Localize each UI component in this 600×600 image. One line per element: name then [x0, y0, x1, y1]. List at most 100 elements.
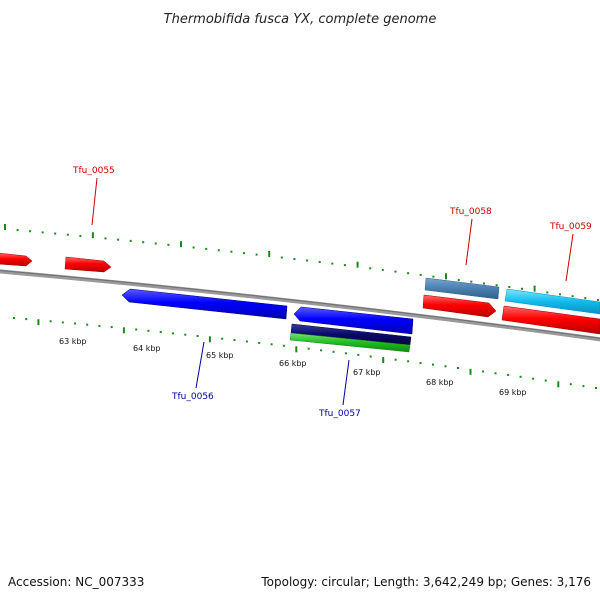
outer-minor-tick — [29, 230, 32, 233]
gene-arrow-tfu-0056[interactable] — [121, 288, 288, 320]
leader-tfu-0057 — [342, 359, 350, 406]
gene-label-tfu-0058[interactable]: Tfu_0058 — [449, 207, 492, 217]
inner-minor-tick — [159, 331, 162, 334]
outer-minor-tick — [571, 295, 574, 298]
gene-label-tfu-0059[interactable]: Tfu_0059 — [549, 222, 592, 232]
outer-minor-tick — [495, 284, 498, 287]
outer-minor-tick — [546, 291, 549, 294]
leader-tfu-0055 — [91, 177, 98, 226]
inner-minor-tick — [74, 322, 76, 325]
inner-minor-tick — [61, 321, 64, 324]
gene-arrow-tfu-0057[interactable] — [293, 306, 414, 335]
inner-major-tick — [295, 346, 298, 353]
tick-label-67: 67 kbp — [353, 368, 381, 377]
inner-minor-tick — [407, 360, 410, 363]
outer-minor-tick — [243, 252, 245, 255]
inner-minor-tick — [307, 347, 310, 350]
tick-label-63: 63 kbp — [59, 337, 87, 346]
outer-major-tick — [356, 261, 359, 268]
outer-minor-tick — [205, 247, 208, 250]
forward-strand-genes — [0, 252, 600, 335]
outer-minor-tick — [432, 275, 435, 278]
inner-minor-tick — [332, 350, 335, 353]
gene-arrow-tfu-0059[interactable] — [501, 305, 600, 335]
outer-minor-tick — [79, 234, 82, 237]
map-title: Thermobifida fusca YX, complete genome — [164, 12, 437, 27]
outer-major-tick — [533, 285, 536, 292]
inner-minor-tick — [25, 318, 28, 321]
outer-minor-tick — [66, 233, 69, 236]
outer-minor-tick — [584, 297, 587, 300]
inner-minor-tick — [147, 329, 150, 332]
outer-minor-tick — [217, 249, 220, 252]
inner-minor-tick — [196, 335, 199, 337]
inner-minor-tick — [532, 377, 535, 380]
outer-minor-tick — [117, 238, 120, 241]
inner-minor-tick — [457, 367, 459, 369]
inner-minor-tick — [110, 326, 113, 329]
inner-minor-tick — [221, 337, 224, 340]
inner-minor-tick — [419, 362, 422, 364]
gene-label-tfu-0056[interactable]: Tfu_0056 — [171, 392, 214, 402]
outer-minor-tick — [41, 231, 44, 234]
gene-label-leaders — [91, 177, 574, 406]
inner-minor-tick — [172, 332, 174, 335]
outer-minor-tick — [230, 250, 233, 253]
genome-summary-text: Topology: circular; Length: 3,642,249 bp… — [260, 575, 591, 589]
outer-minor-tick — [470, 280, 473, 283]
inner-minor-tick — [282, 344, 285, 347]
outer-minor-tick — [559, 293, 561, 296]
inner-minor-tick — [394, 358, 397, 361]
inner-minor-tick — [494, 372, 497, 375]
inner-minor-tick — [544, 379, 547, 382]
gene-block-tfu-0057-green[interactable] — [289, 332, 411, 353]
inner-minor-tick — [357, 353, 360, 356]
accession-text: Accession: NC_007333 — [8, 575, 144, 589]
inner-major-tick — [208, 336, 211, 343]
outer-minor-tick — [521, 287, 523, 290]
leader-tfu-0059 — [565, 233, 574, 282]
inner-minor-tick — [432, 363, 434, 366]
outer-minor-tick — [142, 241, 145, 244]
tick-label-65: 65 kbp — [206, 351, 234, 360]
outer-minor-tick — [154, 242, 157, 245]
inner-minor-tick — [245, 340, 248, 343]
outer-minor-tick — [192, 246, 195, 249]
inner-minor-tick — [369, 355, 372, 358]
tick-label-64: 64 kbp — [133, 344, 161, 353]
gene-label-tfu-0055[interactable]: Tfu_0055 — [72, 166, 115, 176]
inner-major-tick — [382, 357, 385, 364]
inner-minor-tick — [49, 320, 52, 323]
inner-major-tick — [557, 381, 560, 388]
outer-minor-tick — [343, 264, 346, 267]
outer-minor-tick — [318, 261, 321, 263]
outer-minor-tick — [280, 256, 283, 259]
outer-minor-tick — [16, 229, 19, 232]
outer-minor-tick — [394, 270, 397, 273]
outer-tick-ring — [4, 224, 599, 301]
gene-label-tfu-0057[interactable]: Tfu_0057 — [318, 409, 361, 419]
outer-minor-tick — [407, 272, 410, 275]
outer-minor-tick — [255, 253, 258, 256]
inner-minor-tick — [595, 387, 597, 389]
inner-minor-tick — [184, 333, 187, 336]
tick-label-68: 68 kbp — [426, 378, 454, 387]
gene-block-tfu-0058-feature[interactable] — [424, 277, 500, 300]
outer-major-tick — [180, 241, 182, 248]
gene-arrow-tfu-0055[interactable] — [64, 256, 112, 273]
outer-minor-tick — [129, 239, 132, 242]
inner-minor-tick — [98, 324, 101, 327]
outer-minor-tick — [381, 268, 384, 271]
inner-minor-tick — [86, 323, 89, 326]
gene-arrow-tfu-0054[interactable] — [0, 252, 33, 267]
genome-backbone — [0, 269, 600, 342]
inner-minor-tick — [135, 328, 138, 331]
gene-arrow-tfu-0058[interactable] — [422, 294, 497, 318]
leader-tfu-0056 — [195, 341, 205, 389]
gene-block-tfu-0059-feature[interactable] — [504, 288, 600, 315]
inner-minor-tick — [519, 375, 522, 378]
inner-minor-tick — [344, 352, 347, 355]
inner-minor-tick — [507, 374, 510, 376]
inner-minor-tick — [569, 383, 572, 386]
